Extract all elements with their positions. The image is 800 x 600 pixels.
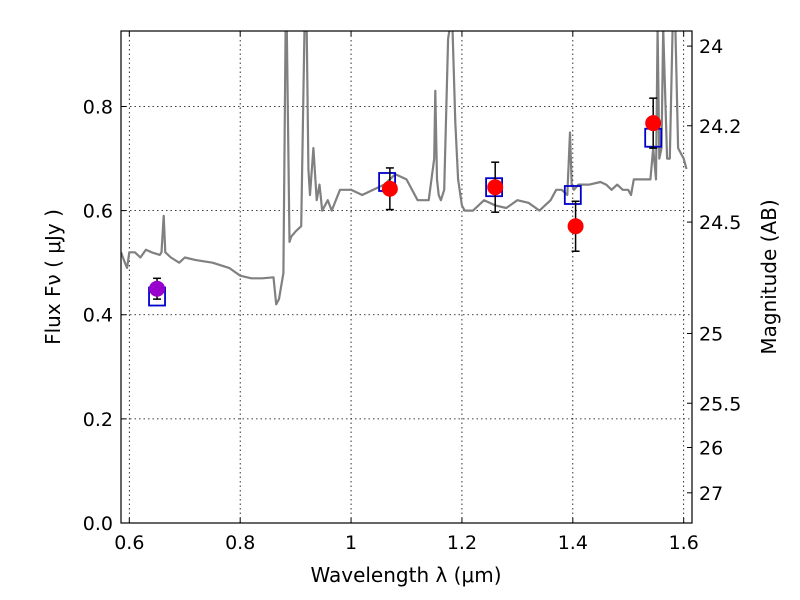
x-tick-label: 1 xyxy=(345,532,357,554)
y2-tick-label: 27 xyxy=(699,483,723,505)
y-tick-label: 0.0 xyxy=(83,513,113,535)
observed-point xyxy=(381,180,398,197)
spectrum-layer xyxy=(121,31,688,306)
observed-point xyxy=(487,179,504,196)
observed-point xyxy=(149,280,166,297)
x-tick-label: 1.4 xyxy=(558,532,588,554)
x-tick-label: 1.6 xyxy=(669,532,699,554)
y-tick-label: 0.4 xyxy=(83,305,113,327)
x-tick-label: 0.8 xyxy=(225,532,255,554)
x-axis-label: Wavelength λ (μm) xyxy=(310,563,501,587)
ticks-layer: 0.6 0.8 1 1.2 1.4 1.6 0.0 0.2 0.4 0.6 0.8 24 24.2 24.… xyxy=(83,31,741,554)
y2-tick-label: 24.2 xyxy=(699,116,741,138)
observed-point xyxy=(567,218,584,235)
observed-point xyxy=(645,115,662,132)
y2-tick-label: 25.5 xyxy=(699,393,741,415)
plot-frame xyxy=(120,30,693,524)
y2-tick-label: 26 xyxy=(699,438,723,460)
x-tick-label: 1.2 xyxy=(447,532,477,554)
spectrum-line xyxy=(121,31,688,306)
y2-tick-label: 25 xyxy=(699,323,723,345)
y2-tick-label: 24.5 xyxy=(699,212,741,234)
y-tick-label: 0.6 xyxy=(83,201,113,223)
y-tick-label: 0.8 xyxy=(83,96,113,118)
y-tick-label: 0.2 xyxy=(83,409,113,431)
points-layer xyxy=(148,97,663,307)
x-tick-label: 0.6 xyxy=(114,532,144,554)
y2-axis-label: Magnitude (AB) xyxy=(757,199,781,354)
y2-tick-label: 24 xyxy=(699,36,723,58)
model-square xyxy=(563,185,582,205)
y-axis-label: Flux Fν ( μJy ) xyxy=(41,209,65,345)
